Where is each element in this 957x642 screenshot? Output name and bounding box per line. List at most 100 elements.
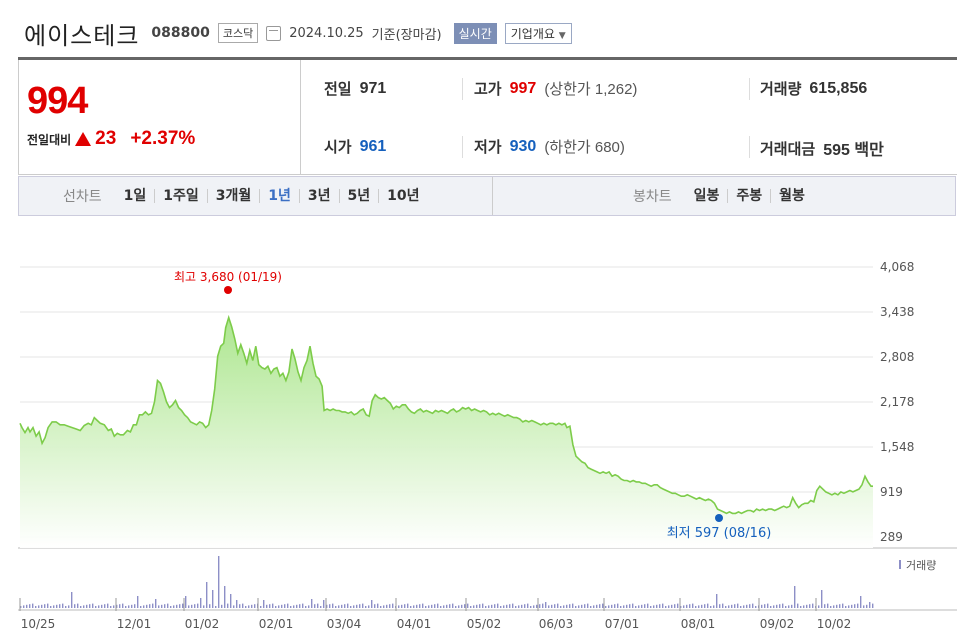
volume-bar	[569, 604, 571, 608]
volume-bar	[659, 604, 661, 608]
volume-bar	[206, 582, 208, 608]
volume-bar	[713, 605, 715, 608]
volume-bar	[44, 604, 46, 608]
volume-bar	[611, 604, 613, 608]
volume-bar	[593, 605, 595, 608]
volume-bar	[386, 604, 388, 608]
volume-bar	[26, 604, 28, 608]
volume-bar	[335, 606, 337, 608]
volume-bar	[245, 606, 247, 608]
y-tick-label: 2,808	[880, 350, 914, 364]
volume-bar	[776, 604, 778, 608]
volume-bar	[161, 604, 163, 608]
volume-bar	[785, 606, 787, 608]
volume-bar	[770, 606, 772, 608]
volume-bar	[329, 604, 331, 608]
volume-bar	[365, 606, 367, 608]
volume-bar	[227, 603, 229, 608]
chart-markers: 최고 3,680 (01/19) 최저 597 (08/16)	[174, 270, 771, 541]
volume-bar	[746, 604, 748, 608]
line-chart-periods: 선차트 1일 1주일 3개월 1년 3년 5년 10년	[63, 177, 428, 215]
x-tick-label: 01/02	[185, 617, 220, 631]
stat-value: 595 백만	[823, 142, 884, 159]
volume-bar	[698, 605, 700, 608]
volume-bar	[419, 604, 421, 608]
volume-bar	[332, 603, 334, 608]
price-chart: 4,068 3,438 2,808 2,178 1,548 919 289 최고 3,680…	[18, 260, 957, 631]
volume-bar	[845, 606, 847, 608]
period-1d[interactable]: 1일	[123, 188, 147, 204]
volume-bar	[254, 604, 256, 608]
realtime-button[interactable]: 실시간	[453, 22, 497, 44]
volume-bar	[80, 606, 82, 608]
volume-bar	[542, 603, 544, 608]
volume-bar	[728, 605, 730, 608]
candle-monthly[interactable]: 월봉	[770, 189, 813, 203]
volume-bar	[767, 603, 769, 608]
period-10y[interactable]: 10년	[378, 189, 427, 203]
volume-bar	[581, 604, 583, 608]
period-5y[interactable]: 5년	[338, 189, 379, 203]
volume-bar	[755, 606, 757, 608]
x-tick-label: 09/02	[760, 617, 795, 631]
volume-bar	[779, 604, 781, 608]
x-tick-label: 05/02	[467, 617, 502, 631]
volume-bar	[383, 605, 385, 608]
period-1w[interactable]: 1주일	[154, 189, 207, 203]
volume-bar	[398, 605, 400, 608]
volume-bar	[653, 605, 655, 608]
volume-bar	[32, 603, 34, 608]
x-tick-label: 02/01	[259, 617, 294, 631]
volume-bar	[266, 604, 268, 608]
volume-bar	[236, 600, 238, 608]
volume-bar	[431, 604, 433, 608]
volume-bar	[197, 603, 199, 608]
stat-low: 저가 930 (하한가 680)	[474, 136, 625, 157]
volume-bar	[359, 604, 361, 608]
period-1y[interactable]: 1년	[259, 189, 299, 203]
volume-bar	[56, 604, 58, 608]
volume-bar	[167, 603, 169, 608]
volume-bar	[716, 594, 718, 608]
volume-bar	[656, 604, 658, 608]
stat-label: 거래량	[760, 80, 802, 98]
period-3y[interactable]: 3년	[298, 189, 339, 203]
company-overview-dropdown[interactable]: 기업개요 ▼	[504, 22, 572, 44]
volume-bar	[212, 590, 214, 608]
volume-bar	[623, 605, 625, 608]
volume-bar	[665, 606, 667, 608]
volume-bar	[515, 606, 517, 608]
volume-bar	[578, 605, 580, 608]
volume-bar	[92, 603, 94, 608]
volume-bar	[374, 604, 376, 608]
volume-bar	[53, 605, 55, 608]
candle-daily[interactable]: 일봉	[693, 188, 720, 204]
volume-bar	[311, 599, 313, 608]
price-summary: 994 전일대비 23 +2.37% 전일 971 시가 961 고가 997 …	[18, 60, 957, 175]
stat-value: 997	[509, 79, 537, 97]
volume-bar	[536, 604, 538, 608]
period-3m[interactable]: 3개월	[206, 189, 260, 203]
volume-bar	[23, 605, 25, 608]
market-badge: 코스닥	[217, 23, 259, 43]
volume-bar	[263, 600, 265, 608]
volume-bar	[587, 603, 589, 608]
volume-bar	[437, 603, 439, 608]
volume-bar	[683, 605, 685, 608]
candle-weekly[interactable]: 주봉	[727, 189, 770, 203]
volume-bar	[563, 605, 565, 608]
volume-bar	[812, 603, 814, 608]
volume-bar	[83, 605, 85, 608]
price-area-fill	[20, 317, 873, 548]
volume-bar	[425, 606, 427, 608]
volume-bar	[731, 604, 733, 608]
stat-label: 저가	[474, 138, 502, 156]
volume-bar	[410, 606, 412, 608]
volume-bar	[842, 603, 844, 608]
volume-bar	[239, 604, 241, 608]
stat-divider	[462, 78, 463, 100]
volume-bar	[74, 604, 76, 608]
volume-bar	[62, 603, 64, 608]
volume-bar	[521, 604, 523, 608]
volume-bar	[347, 603, 349, 608]
